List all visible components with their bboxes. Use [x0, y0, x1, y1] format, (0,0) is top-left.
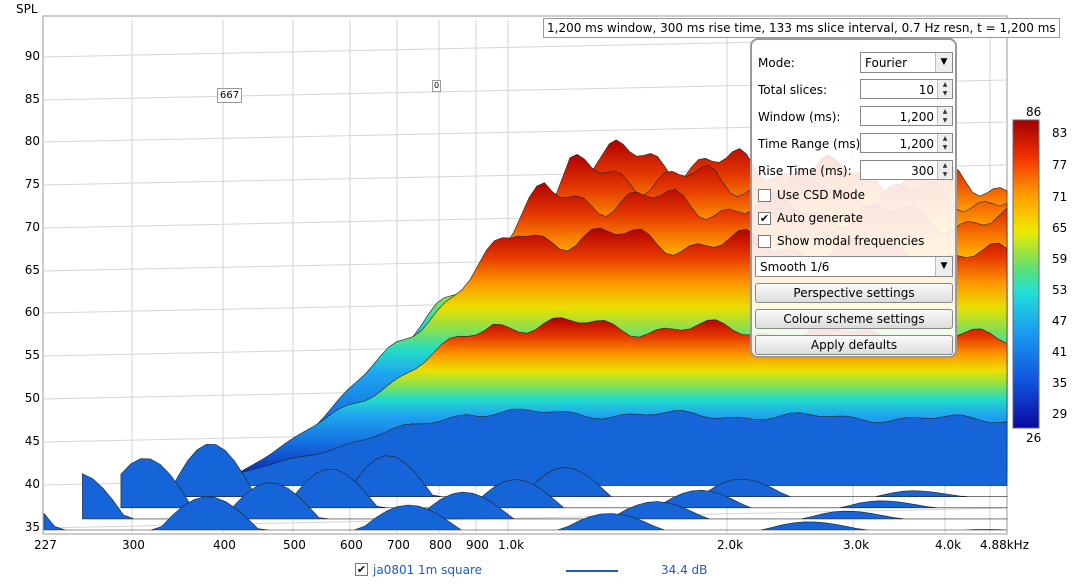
colour-bar-tick-label: 41: [1052, 345, 1068, 359]
time-range-value: 1,200: [899, 137, 934, 151]
colour-bar-tick-label: 71: [1052, 190, 1068, 204]
checkmark-icon: ✔: [356, 563, 367, 576]
colour-bar-min-label: 26: [1026, 431, 1042, 445]
total-slices-value: 10: [918, 83, 934, 97]
y-tick-label: 80: [24, 134, 40, 148]
y-tick-label: 75: [24, 177, 40, 191]
colour-bar-tick-label: 65: [1052, 221, 1068, 235]
window-label: Window (ms):: [758, 110, 841, 124]
y-tick-label: 70: [24, 220, 40, 234]
waterfall-slice: [43, 496, 1008, 531]
y-tick-label: 35: [24, 520, 40, 534]
window-input[interactable]: 1,200 ▲ ▼: [860, 106, 953, 126]
colour-bar-tick-label: 83: [1052, 126, 1068, 140]
y-tick-label: 55: [24, 348, 40, 362]
colour-bar-tick-label: 29: [1052, 407, 1068, 421]
x-tick-label: 4.0k: [935, 538, 962, 552]
x-tick-label: 500: [283, 538, 306, 552]
legend-checkbox[interactable]: ✔: [355, 563, 368, 576]
x-tick-label: 1.0k: [498, 538, 525, 552]
legend-value: 34.4 dB: [661, 563, 708, 577]
y-tick-label: 65: [24, 263, 40, 277]
colour-bar-tick-label: 77: [1052, 158, 1068, 172]
time-range-input[interactable]: 1,200 ▲ ▼: [860, 133, 953, 153]
legend-measurement-name[interactable]: ja0801 1m square: [373, 563, 483, 577]
time-range-label: Time Range (ms):: [758, 137, 865, 151]
rise-time-label: Rise Time (ms):: [758, 164, 852, 178]
x-tick-label: 700: [387, 538, 410, 552]
y-axis-title: SPL: [16, 2, 38, 16]
spin-down-icon[interactable]: ▼: [942, 144, 948, 151]
mode-label: Mode:: [758, 56, 795, 70]
smoothing-value: Smooth 1/6: [760, 260, 830, 274]
rise-time-input[interactable]: 300 ▲ ▼: [860, 160, 953, 180]
perspective-settings-button[interactable]: Perspective settings: [755, 283, 953, 303]
colour-bar-tick-label: 47: [1052, 314, 1068, 328]
x-tick-label: 300: [122, 538, 145, 552]
use-csd-checkbox[interactable]: [758, 189, 771, 202]
colour-bar-tick-label: 59: [1052, 252, 1068, 266]
chevron-down-icon: ▼: [935, 257, 952, 276]
colour-scheme-settings-button[interactable]: Colour scheme settings: [755, 309, 953, 329]
x-tick-label: 900: [466, 538, 489, 552]
y-tick-label: 50: [24, 391, 40, 405]
spin-up-icon[interactable]: ▲: [942, 162, 948, 169]
colour-bar-max-label: 86: [1026, 105, 1042, 119]
x-tick-label: 2.0k: [717, 538, 744, 552]
info-box: 1,200 ms window, 300 ms rise time, 133 m…: [543, 18, 1060, 38]
colour-bar-tick-label: 53: [1052, 283, 1068, 297]
x-tick-label: 227: [34, 538, 57, 552]
show-modal-checkbox[interactable]: [758, 235, 771, 248]
spin-down-icon[interactable]: ▼: [942, 90, 948, 97]
colour-bar-tick-label: 35: [1052, 376, 1068, 390]
use-csd-label: Use CSD Mode: [777, 188, 865, 202]
auto-generate-label: Auto generate: [777, 211, 864, 225]
spin-down-icon[interactable]: ▼: [942, 171, 948, 178]
legend-line-swatch: [566, 570, 618, 572]
x-tick-label: 800: [429, 538, 452, 552]
colour-bar: [1012, 119, 1040, 429]
rise-time-value: 300: [911, 164, 934, 178]
cursor-marker-label: 667: [217, 88, 243, 103]
x-tick-label: 4.88kHz: [980, 538, 1029, 552]
x-tick-label: 3.0k: [843, 538, 870, 552]
total-slices-label: Total slices:: [758, 83, 828, 97]
mode-dropdown[interactable]: Fourier ▼: [860, 52, 953, 73]
y-tick-label: 85: [24, 92, 40, 106]
show-modal-label: Show modal frequencies: [777, 234, 925, 248]
spin-up-icon[interactable]: ▲: [942, 108, 948, 115]
spin-up-icon[interactable]: ▲: [942, 81, 948, 88]
auto-generate-checkbox[interactable]: ✔: [758, 212, 771, 225]
y-tick-label: 60: [24, 305, 40, 319]
mode-value: Fourier: [865, 56, 908, 70]
spin-up-icon[interactable]: ▲: [942, 135, 948, 142]
apply-defaults-button[interactable]: Apply defaults: [755, 335, 953, 355]
y-tick-label: 45: [24, 434, 40, 448]
x-tick-label: 600: [340, 538, 363, 552]
y-tick-label: 40: [24, 477, 40, 491]
cursor-marker-label: 0: [432, 80, 442, 92]
y-tick-label: 90: [24, 49, 40, 63]
chevron-down-icon: ▼: [935, 53, 952, 72]
x-tick-label: 400: [213, 538, 236, 552]
window-value: 1,200: [899, 110, 934, 124]
spin-down-icon[interactable]: ▼: [942, 117, 948, 124]
smoothing-dropdown[interactable]: Smooth 1/6 ▼: [755, 256, 953, 277]
total-slices-input[interactable]: 10 ▲ ▼: [860, 79, 953, 99]
checkmark-icon: ✔: [759, 212, 770, 225]
